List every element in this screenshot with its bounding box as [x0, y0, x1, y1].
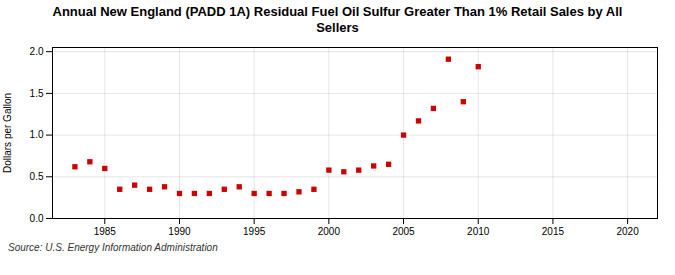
svg-text:0.0: 0.0	[30, 213, 44, 224]
html-text:Annual New England (PADD 1A) R: Annual New England (PADD 1A) Residual Fu…	[52, 4, 623, 35]
svg-text:2010: 2010	[467, 226, 490, 237]
svg-text:Dollars per Gallon: Dollars per Gallon	[2, 93, 13, 173]
html-text:Source: U.S. Energy Informatio: Source: U.S. Energy Information Administ…	[8, 242, 218, 254]
svg-text:1985: 1985	[94, 226, 117, 237]
svg-text:2005: 2005	[392, 226, 415, 237]
svg-text:1995: 1995	[243, 226, 266, 237]
svg-text:2015: 2015	[542, 226, 565, 237]
svg-text:2020: 2020	[616, 226, 639, 237]
svg-text:1.0: 1.0	[30, 129, 44, 140]
svg-text:2.0: 2.0	[30, 46, 44, 57]
svg-text:1.5: 1.5	[30, 88, 44, 99]
svg-text:1990: 1990	[168, 226, 191, 237]
svg-text:2000: 2000	[318, 226, 341, 237]
svg-text:0.5: 0.5	[30, 171, 44, 182]
